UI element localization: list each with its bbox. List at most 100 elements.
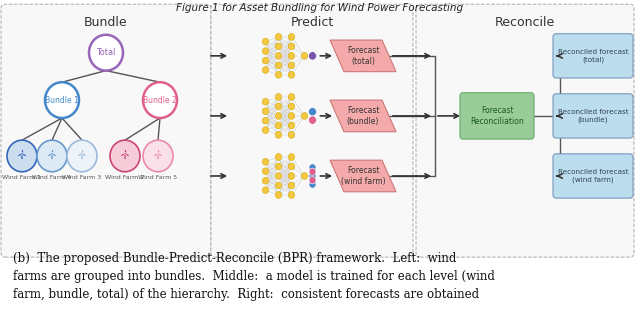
Circle shape — [262, 38, 269, 45]
Circle shape — [288, 192, 294, 198]
Text: Reconciled forecast
(bundle): Reconciled forecast (bundle) — [557, 109, 628, 123]
Circle shape — [275, 113, 282, 119]
Text: Wind Farm 4: Wind Farm 4 — [33, 175, 72, 180]
Text: Forecast
(total): Forecast (total) — [347, 46, 380, 66]
Circle shape — [288, 53, 294, 59]
Circle shape — [51, 152, 53, 155]
Circle shape — [309, 172, 316, 180]
Circle shape — [262, 168, 269, 175]
Polygon shape — [330, 40, 396, 71]
FancyBboxPatch shape — [460, 93, 534, 139]
Text: Forecast
(bundle): Forecast (bundle) — [347, 106, 380, 126]
FancyBboxPatch shape — [211, 4, 413, 257]
Circle shape — [288, 62, 294, 69]
Text: Forecast
(wind farm): Forecast (wind farm) — [340, 166, 385, 186]
Circle shape — [275, 33, 282, 40]
Circle shape — [262, 48, 269, 55]
Circle shape — [262, 98, 269, 105]
Circle shape — [89, 35, 123, 71]
Text: Bundle: Bundle — [84, 16, 128, 29]
Circle shape — [275, 172, 282, 179]
Circle shape — [288, 103, 294, 110]
Text: Forecast
Reconciliation: Forecast Reconciliation — [470, 106, 524, 126]
Text: Wind Farm 3: Wind Farm 3 — [62, 175, 102, 180]
FancyBboxPatch shape — [416, 4, 634, 257]
Circle shape — [7, 140, 37, 172]
Circle shape — [301, 53, 308, 59]
Circle shape — [288, 122, 294, 129]
Circle shape — [308, 52, 317, 60]
Polygon shape — [157, 154, 159, 159]
Polygon shape — [81, 154, 83, 159]
Circle shape — [309, 164, 316, 171]
Circle shape — [67, 140, 97, 172]
Circle shape — [309, 176, 316, 184]
Circle shape — [262, 187, 269, 194]
Circle shape — [275, 122, 282, 129]
Circle shape — [301, 113, 308, 119]
Circle shape — [275, 154, 282, 161]
Circle shape — [262, 117, 269, 124]
Circle shape — [288, 33, 294, 40]
Circle shape — [275, 62, 282, 69]
Text: Wind Farm 5: Wind Farm 5 — [138, 175, 177, 180]
Circle shape — [309, 168, 316, 175]
Circle shape — [301, 172, 308, 179]
Text: Predict: Predict — [291, 16, 333, 29]
Circle shape — [21, 152, 23, 155]
Circle shape — [110, 140, 140, 172]
Circle shape — [275, 192, 282, 198]
Circle shape — [262, 127, 269, 133]
Polygon shape — [330, 100, 396, 132]
Circle shape — [308, 108, 317, 116]
Circle shape — [124, 152, 126, 155]
Text: Reconciled forecast
(total): Reconciled forecast (total) — [557, 49, 628, 63]
Text: Total: Total — [96, 48, 116, 57]
Circle shape — [262, 159, 269, 165]
Text: Bundle 1: Bundle 1 — [45, 96, 79, 105]
Polygon shape — [21, 154, 23, 159]
Polygon shape — [124, 154, 125, 159]
Circle shape — [275, 103, 282, 110]
Circle shape — [157, 152, 159, 155]
Circle shape — [275, 182, 282, 189]
Circle shape — [143, 82, 177, 118]
Circle shape — [288, 113, 294, 119]
Circle shape — [262, 177, 269, 184]
Circle shape — [288, 94, 294, 100]
Circle shape — [288, 163, 294, 170]
Circle shape — [275, 53, 282, 59]
Circle shape — [81, 152, 83, 155]
Circle shape — [275, 94, 282, 100]
Circle shape — [275, 43, 282, 50]
Text: Wind Farm 1: Wind Farm 1 — [3, 175, 42, 180]
Circle shape — [262, 67, 269, 73]
Text: Bundle 2: Bundle 2 — [143, 96, 177, 105]
Circle shape — [275, 131, 282, 138]
Circle shape — [288, 182, 294, 189]
Circle shape — [262, 108, 269, 115]
Circle shape — [275, 71, 282, 78]
FancyBboxPatch shape — [553, 34, 633, 78]
Circle shape — [288, 71, 294, 78]
Text: Figure 1 for Asset Bundling for Wind Power Forecasting: Figure 1 for Asset Bundling for Wind Pow… — [177, 3, 463, 13]
Circle shape — [288, 43, 294, 50]
Circle shape — [308, 116, 317, 124]
Text: Wind Farm 2: Wind Farm 2 — [106, 175, 145, 180]
FancyBboxPatch shape — [553, 94, 633, 138]
Circle shape — [288, 172, 294, 179]
Circle shape — [37, 140, 67, 172]
Circle shape — [309, 181, 316, 188]
Circle shape — [288, 154, 294, 161]
Polygon shape — [51, 154, 52, 159]
Circle shape — [288, 131, 294, 138]
Text: (b)  The proposed Bundle-Predict-Reconcile (BPR) framework.  Left:  wind
farms a: (b) The proposed Bundle-Predict-Reconcil… — [13, 252, 495, 301]
Circle shape — [143, 140, 173, 172]
Text: Reconciled forecast
(wind farm): Reconciled forecast (wind farm) — [557, 169, 628, 183]
FancyBboxPatch shape — [553, 154, 633, 198]
Circle shape — [45, 82, 79, 118]
Polygon shape — [330, 160, 396, 192]
Text: Reconcile: Reconcile — [495, 16, 555, 29]
FancyBboxPatch shape — [1, 4, 211, 257]
Circle shape — [275, 163, 282, 170]
